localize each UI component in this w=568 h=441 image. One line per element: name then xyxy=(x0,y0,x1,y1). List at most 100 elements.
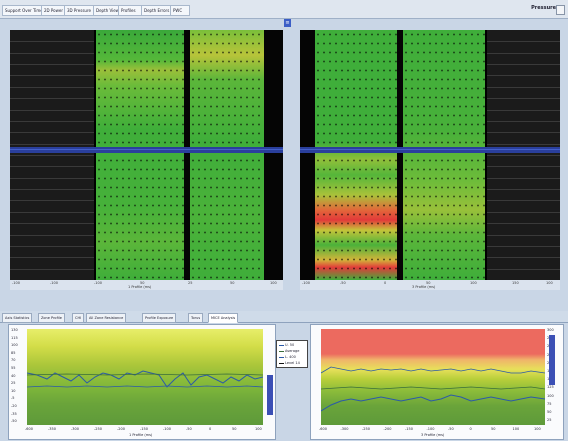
tab-torus[interactable]: Torus xyxy=(188,313,204,323)
tab-axis-statistics[interactable]: Axis Statistics xyxy=(2,313,33,323)
right-chart-scrollbar[interactable] xyxy=(549,335,555,385)
left-x-axis: -100 -100 -100 50 25 50 100 1 Profile (m… xyxy=(10,280,283,290)
left-chart-plot-area xyxy=(27,329,263,425)
ruler-gridline xyxy=(10,245,94,247)
legend-label: Average xyxy=(285,349,300,353)
x-tick: -200 xyxy=(383,427,392,431)
x-tick: -150 xyxy=(405,427,413,431)
y-tick: 115 xyxy=(11,335,18,340)
x-tick: -50 xyxy=(448,427,454,431)
x-tick: 100 xyxy=(255,427,262,431)
left-heatmap-zone-2[interactable] xyxy=(190,30,264,280)
left-edge-strip xyxy=(264,30,283,280)
legend-item: L. 400 xyxy=(279,355,296,359)
splitter-handle-icon[interactable]: ≡ xyxy=(284,19,291,27)
ruler-gridline xyxy=(10,75,94,77)
legend-swatch xyxy=(279,350,284,352)
toolbar: Support Over Time 2D Power 3D Pressure D… xyxy=(0,0,568,19)
legend-label: L. 400 xyxy=(285,355,296,359)
ruler-gridline xyxy=(10,200,94,202)
tab-mice-analysis[interactable]: MICE Analysis xyxy=(208,313,239,323)
tab-pwc[interactable]: PWC xyxy=(170,5,190,16)
x-tick: -300 xyxy=(71,427,79,431)
y-tick: -35 xyxy=(11,411,17,416)
tab-depth-errors[interactable]: Depth Errors xyxy=(141,5,173,16)
x-tick: 0 xyxy=(384,281,387,285)
ruler-gridline xyxy=(10,211,94,213)
legend-item: Level 14 xyxy=(279,361,300,365)
left-heatmap-panel xyxy=(10,30,283,280)
right-x-axis: -100 -50 0 50 100 150 100 3 Profile (ms) xyxy=(300,280,560,290)
legend-item: U. 50 xyxy=(279,343,294,347)
ruler-gridline xyxy=(10,155,94,156)
x-tick: 0 xyxy=(209,427,212,431)
x-tick: -250 xyxy=(362,427,370,431)
right-chart-xlabel: 3 Profile (ms) xyxy=(421,433,445,437)
right-profile-chart: 300275250225200175150125100755025 -600-3… xyxy=(310,324,564,440)
tab-chi[interactable]: CHI xyxy=(72,313,85,323)
x-axis-label: 3 Profile (ms) xyxy=(412,285,436,289)
ruler-gridline xyxy=(487,257,560,259)
tab-profile-exposure[interactable]: Profile Exposure xyxy=(142,313,177,323)
left-chart-scrollbar[interactable] xyxy=(267,375,273,415)
right-depth-cursor[interactable] xyxy=(300,147,560,153)
x-tick: 50 xyxy=(230,281,235,285)
ruler-gridline xyxy=(487,86,560,88)
legend-swatch xyxy=(279,344,284,346)
tab-zone-profile[interactable]: Zone Profile xyxy=(38,313,65,323)
y-tick: 55 xyxy=(11,366,16,370)
x-tick: -150 xyxy=(140,427,148,431)
tab-depth-view[interactable]: Depth View xyxy=(93,5,121,16)
legend-label: U. 50 xyxy=(285,343,295,347)
legend-swatch xyxy=(279,356,284,358)
ruler-gridline xyxy=(487,211,560,213)
left-chart-lines xyxy=(27,370,263,388)
tab-3d-pressure[interactable]: 3D Pressure xyxy=(64,5,96,16)
ruler-gridline xyxy=(10,120,94,122)
y-tick: 300 xyxy=(547,328,554,332)
ruler-gridline xyxy=(10,41,94,43)
ruler-gridline xyxy=(10,234,94,236)
ruler-gridline xyxy=(487,166,560,168)
y-tick: 85 xyxy=(11,350,16,355)
ruler-gridline xyxy=(487,132,560,134)
ruler-gridline xyxy=(10,109,94,111)
x-tick: 25 xyxy=(188,281,193,285)
tab-all-zone-resistance[interactable]: All Zone Resistance xyxy=(86,313,127,323)
ruler-gridline xyxy=(487,98,560,100)
left-heatmap-zone-1[interactable] xyxy=(96,30,184,280)
x-axis-label: 1 Profile (ms) xyxy=(128,285,152,289)
y-tick: -5 xyxy=(11,396,15,401)
right-heatmap-zone-1[interactable] xyxy=(315,30,397,280)
left-separator xyxy=(184,30,190,280)
right-edge-strip xyxy=(300,30,315,280)
ruler-gridline xyxy=(487,52,560,54)
ruler-gridline xyxy=(487,41,560,43)
ruler-gridline xyxy=(10,98,94,100)
left-profile-chart: 130 115 100 85 70 55 40 25 10 -5 -20 -35 -50 -600 -35… xyxy=(8,324,276,440)
ruler-gridline xyxy=(487,143,560,145)
ruler-gridline xyxy=(487,234,560,236)
y-tick: 25 xyxy=(11,381,16,386)
x-tick: -100 xyxy=(163,427,171,431)
y-tick: 70 xyxy=(11,358,16,363)
ruler-gridline xyxy=(487,64,560,66)
x-tick: -600 xyxy=(25,427,33,431)
y-tick: 100 xyxy=(547,393,554,398)
x-tick: -100 xyxy=(94,281,102,285)
x-tick: 50 xyxy=(491,427,496,431)
ruler-gridline xyxy=(487,120,560,122)
ruler-gridline xyxy=(10,132,94,134)
right-heatmap-zone-2[interactable] xyxy=(403,30,485,280)
ruler-gridline xyxy=(487,75,560,77)
right-chart-plot-area xyxy=(321,329,545,425)
left-depth-cursor[interactable] xyxy=(10,147,283,153)
left-cursor-line xyxy=(10,149,283,150)
y-tick: 75 xyxy=(547,401,552,406)
ruler-gridline xyxy=(10,143,94,145)
window-control-button[interactable] xyxy=(556,5,565,15)
y-tick: 50 xyxy=(547,410,552,414)
y-tick: 125 xyxy=(547,385,554,390)
y-tick: 100 xyxy=(11,343,18,348)
tab-support-over-time[interactable]: Support Over Time xyxy=(2,5,44,16)
